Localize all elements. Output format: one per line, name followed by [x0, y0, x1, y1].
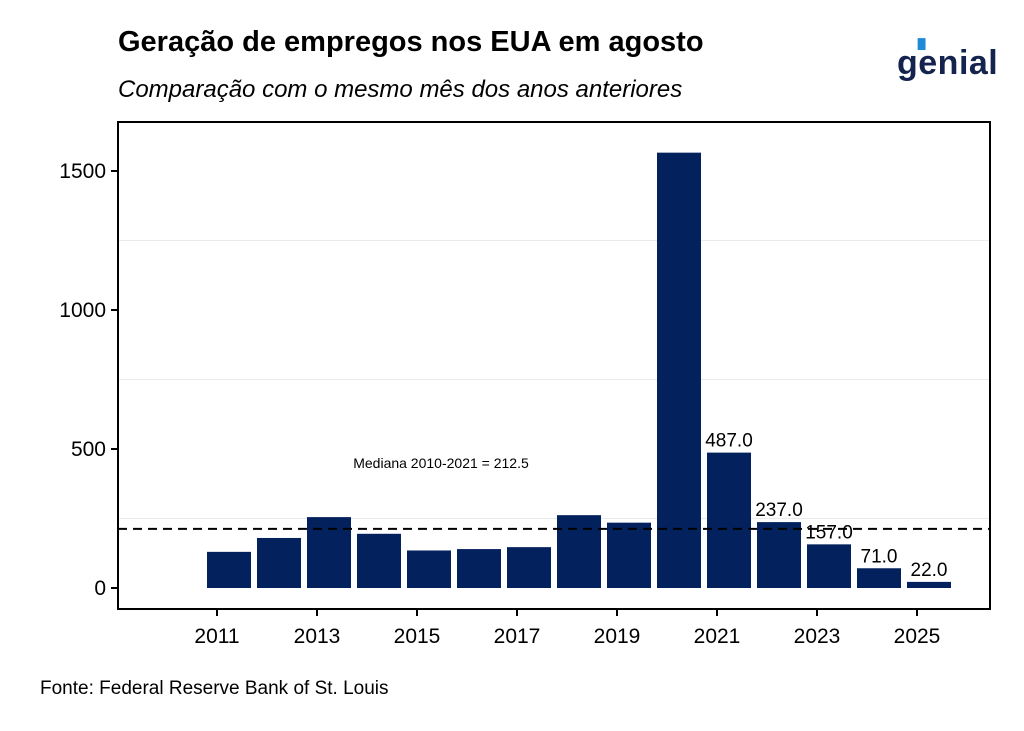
data-label-2022: 237.0 — [755, 500, 803, 521]
bar-2020 — [657, 152, 701, 589]
median-line-group: Mediana 2010-2021 = 212.5 — [118, 455, 990, 530]
bar-2021 — [707, 452, 751, 588]
bar-2025 — [907, 581, 951, 588]
x-tick-label: 2011 — [194, 625, 239, 648]
x-tick-label: 2013 — [294, 625, 341, 648]
y-axis: 0 500 1000 1500 — [59, 160, 118, 600]
bar-2019 — [607, 522, 651, 588]
grid-lines — [118, 240, 990, 519]
x-tick-label: 2019 — [594, 625, 641, 648]
y-tick-label: 0 — [94, 577, 106, 600]
x-tick-label: 2017 — [494, 625, 541, 648]
bar-2014 — [357, 533, 401, 588]
y-tick-label: 1500 — [59, 160, 106, 183]
x-axis: 2011 2013 2015 2017 2019 2021 2023 2025 — [194, 609, 940, 648]
data-label-2023: 157.0 — [805, 522, 853, 543]
chart-title: Geração de empregos nos EUA em agosto — [118, 26, 704, 58]
x-tick-label: 2021 — [694, 625, 741, 648]
chart-subtitle: Comparação com o mesmo mês dos anos ante… — [118, 76, 683, 103]
data-label-2021: 487.0 — [705, 431, 753, 452]
bar-2012 — [257, 537, 301, 588]
x-tick-label: 2015 — [394, 625, 441, 648]
bar-2015 — [407, 550, 451, 588]
bar-2017 — [507, 547, 551, 588]
data-label-2025: 22.0 — [911, 560, 948, 581]
bar-2024 — [857, 568, 901, 588]
median-label: Mediana 2010-2021 = 212.5 — [353, 455, 529, 471]
bar-2013 — [307, 517, 351, 588]
bar-2022 — [757, 522, 801, 588]
x-tick-label: 2025 — [894, 625, 941, 648]
y-tick-label: 500 — [71, 438, 106, 461]
brand-logo: genial ▝ — [897, 40, 999, 83]
bars — [207, 152, 951, 589]
x-tick-label: 2023 — [794, 625, 841, 648]
logo-text: genial — [897, 44, 999, 82]
data-label-2024: 71.0 — [861, 546, 898, 567]
bar-2011 — [207, 551, 251, 588]
source-note: Fonte: Federal Reserve Bank of St. Louis — [40, 678, 389, 699]
logo-accent-icon: ▝ — [910, 40, 926, 62]
bar-2018 — [557, 515, 601, 588]
plot-panel — [117, 121, 991, 610]
bar-2023 — [807, 544, 851, 588]
bar-2016 — [457, 549, 501, 588]
y-tick-label: 1000 — [59, 299, 106, 322]
